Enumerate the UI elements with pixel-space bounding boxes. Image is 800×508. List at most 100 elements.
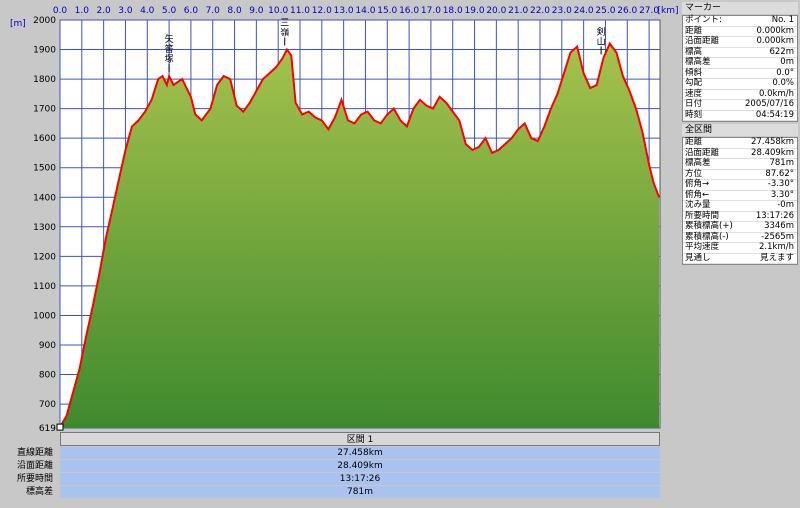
- marker-value: 0.000km: [756, 25, 794, 36]
- section-value: -0m: [777, 200, 794, 210]
- section-label: 俯角→: [685, 179, 710, 189]
- section-value: -3.30°: [767, 179, 794, 189]
- y-tick-label: 1800: [33, 75, 56, 85]
- elevation-chart[interactable]: 619 700 800 900 1000 1100 1200 1300 1400 1500 1600…: [0, 0, 680, 432]
- marker-row: 速度 0.0km/h: [683, 88, 797, 100]
- section-label: 沿面距離: [685, 147, 720, 158]
- section-label: 標高差: [685, 158, 711, 168]
- marker-row: 勾配 0.0%: [683, 78, 797, 90]
- x-unit-label: [km]: [657, 6, 678, 16]
- section-row: 方位 87.62°: [683, 169, 797, 180]
- summit-label-char: 三: [280, 19, 289, 29]
- summit-label-char: 矢: [165, 33, 174, 45]
- y-tick-label: 1200: [33, 252, 56, 262]
- x-tick-label: 1.0: [75, 6, 90, 16]
- start-marker: [56, 423, 64, 431]
- section-row: 距離 27.458km: [683, 137, 797, 149]
- y-tick-label: 1500: [33, 164, 56, 174]
- elevation-area: [60, 43, 660, 428]
- x-tick-label: 26.0: [617, 6, 637, 16]
- summit-label-char: 山: [597, 36, 606, 47]
- y-tick-label: 2000: [33, 16, 56, 26]
- x-tick-label: 11.0: [290, 6, 310, 16]
- summary-label: 標高差: [0, 486, 57, 498]
- marker-row: ポイント: No. 1: [683, 15, 797, 27]
- x-tick-label: 3.0: [118, 6, 133, 16]
- section-row: 所要時間 13:17:26: [683, 211, 797, 222]
- summary-label: 沿面距離: [0, 460, 57, 472]
- x-tick-label: 25.0: [595, 6, 615, 16]
- x-tick-label: 22.0: [530, 6, 550, 16]
- y-tick-label: 1000: [33, 311, 56, 321]
- x-tick-label: 4.0: [140, 6, 155, 16]
- x-tick-label: 6.0: [184, 6, 199, 16]
- section-label: 沈み量: [685, 200, 711, 210]
- section-value: 3.30°: [770, 189, 794, 200]
- summit-label-char: 筈: [165, 43, 174, 55]
- marker-label: 勾配: [685, 78, 703, 88]
- section-value: 28.409km: [751, 147, 794, 158]
- marker-label: ポイント:: [685, 15, 722, 25]
- x-tick-label: 24.0: [574, 6, 594, 16]
- section-panel-title: 全区間: [682, 124, 798, 136]
- y-tick-label: 1400: [33, 193, 56, 203]
- section-row: 累積標高(+) 3346m: [683, 221, 797, 233]
- x-tick-label: 18.0: [443, 6, 463, 16]
- marker-value: 04:54:19: [755, 109, 794, 120]
- x-tick-label: 15.0: [377, 6, 397, 16]
- section-label: 累積標高(-): [685, 231, 729, 242]
- marker-value: 622m: [769, 46, 794, 57]
- x-tick-label: 13.0: [334, 6, 354, 16]
- summary-row-elapsed-time: 所要時間 13:17:26: [0, 473, 662, 485]
- marker-label: 速度: [685, 88, 703, 99]
- section-label: 俯角←: [685, 189, 710, 200]
- section-value: 781m: [769, 158, 794, 168]
- summit-label: 剣山: [597, 26, 606, 47]
- marker-panel: ポイント: No. 1 距離 0.000km 沿面距離 0.000km 標高 622m 標高差 0…: [682, 15, 798, 122]
- x-tick-label: 10.0: [268, 6, 288, 16]
- marker-value: 0.0%: [772, 78, 794, 88]
- section-label: 平均速度: [685, 242, 720, 252]
- marker-label: 沿面距離: [685, 36, 720, 46]
- x-tick-label: 21.0: [508, 6, 528, 16]
- y-tick-label: 1900: [33, 46, 56, 56]
- section-label: 累積標高(+): [685, 221, 733, 231]
- summit-label-char: 塚: [165, 54, 174, 65]
- marker-label: 傾斜: [685, 67, 703, 78]
- x-tick-label: 9.0: [249, 6, 264, 16]
- summary-row-surface-distance: 沿面距離 28.409km: [0, 460, 662, 472]
- marker-panel-title: マーカー: [682, 2, 798, 14]
- section-value: 3346m: [764, 221, 794, 231]
- x-tick-label: 14.0: [355, 6, 375, 16]
- x-tick-label: 23.0: [552, 6, 572, 16]
- summary-value: 27.458km: [60, 447, 660, 459]
- x-tick-label: 5.0: [162, 6, 177, 16]
- y-tick-label: 1700: [33, 105, 56, 115]
- x-tick-label: 0.0: [53, 6, 68, 16]
- section-panel: 距離 27.458km 沿面距離 28.409km 標高差 781m 方位 87.62° 俯角→…: [682, 137, 798, 265]
- marker-value: 0.0km/h: [759, 88, 794, 99]
- marker-label: 時刻: [685, 109, 703, 120]
- summary-row-elevation-diff: 標高差 781m: [0, 486, 662, 498]
- marker-row: 傾斜 0.0°: [683, 67, 797, 79]
- y-tick-label: 1600: [33, 134, 56, 144]
- marker-row: 時刻 04:54:19: [683, 109, 797, 121]
- section-row: 俯角→ -3.30°: [683, 179, 797, 191]
- x-tick-label: 2.0: [96, 6, 111, 16]
- summary-label: 直線距離: [0, 447, 57, 459]
- y-tick-label: 700: [39, 400, 56, 410]
- summary-label: 所要時間: [0, 473, 57, 485]
- marker-row: 日付 2005/07/16: [683, 99, 797, 111]
- marker-row: 標高差 0m: [683, 57, 797, 69]
- section-header[interactable]: 区間 1: [60, 432, 660, 446]
- summary-value: 28.409km: [60, 460, 660, 472]
- y-tick-label: 800: [39, 371, 56, 381]
- marker-value: 0m: [780, 57, 794, 67]
- section-row: 見通し 見えます: [683, 253, 797, 264]
- y-tick-label: 1300: [33, 223, 56, 233]
- summit-label: 三嶺: [280, 19, 289, 39]
- y-tick-label: 619: [39, 424, 56, 432]
- info-panel: マーカー ポイント: No. 1 距離 0.000km 沿面距離 0.000km 標高 622…: [680, 0, 800, 508]
- section-row: 累積標高(-) -2565m: [683, 231, 797, 243]
- marker-row: 沿面距離 0.000km: [683, 36, 797, 48]
